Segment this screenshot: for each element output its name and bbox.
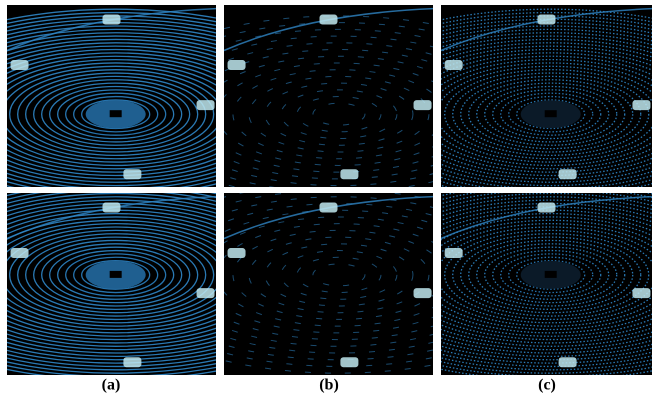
object-cluster [103, 203, 121, 213]
object-cluster [445, 248, 463, 258]
object-cluster [559, 169, 577, 179]
object-cluster [103, 15, 121, 25]
object-cluster [445, 60, 463, 70]
panel-label: (c) [538, 377, 556, 394]
page: (a) (b) (c) (() => { const data = JSON.p… [0, 0, 659, 400]
object-cluster [228, 248, 246, 258]
object-cluster [632, 100, 650, 110]
object-cluster [320, 203, 338, 213]
object-cluster [340, 169, 358, 179]
object-cluster [197, 288, 215, 298]
object-cluster [538, 203, 556, 213]
object-cluster [123, 169, 141, 179]
vehicle [545, 271, 557, 278]
panel-label: (b) [319, 377, 339, 394]
object-cluster [320, 15, 338, 25]
object-cluster [123, 357, 141, 367]
figure: (a) (b) (c) [0, 0, 659, 400]
vehicle [110, 110, 122, 117]
object-cluster [11, 60, 29, 70]
object-cluster [340, 357, 358, 367]
object-cluster [228, 60, 246, 70]
vehicle [545, 110, 557, 117]
panel-background [224, 193, 433, 375]
object-cluster [559, 357, 577, 367]
object-cluster [414, 288, 432, 298]
panel-label: (a) [102, 377, 121, 394]
object-cluster [632, 288, 650, 298]
object-cluster [11, 248, 29, 258]
vehicle [333, 271, 345, 278]
vehicle [110, 271, 122, 278]
panel-background [224, 5, 433, 187]
object-cluster [538, 15, 556, 25]
object-cluster [197, 100, 215, 110]
vehicle [333, 110, 345, 117]
object-cluster [414, 100, 432, 110]
